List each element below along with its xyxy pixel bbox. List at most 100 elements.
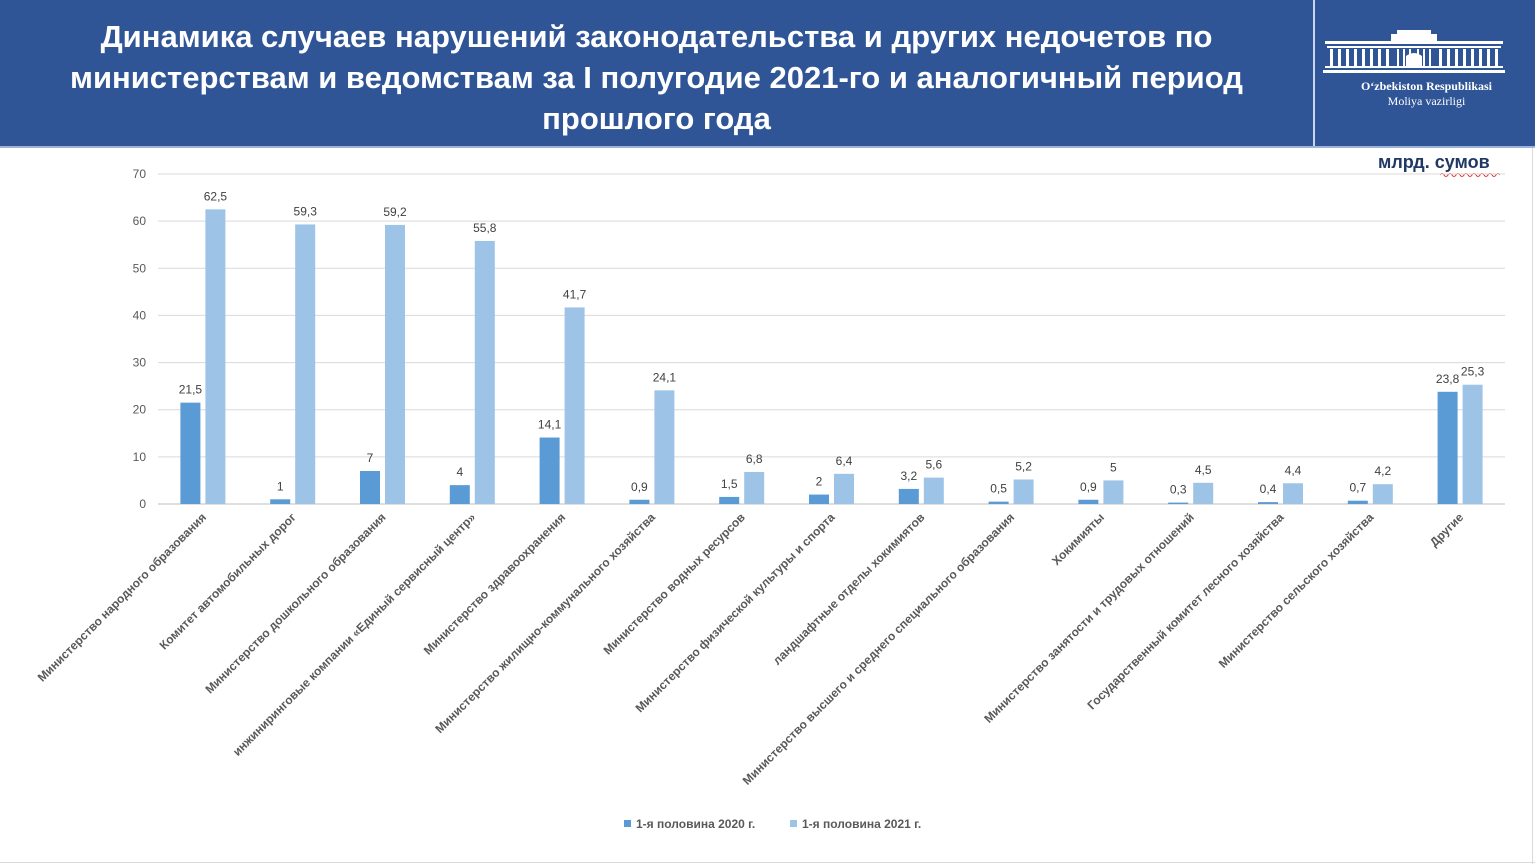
page-title: Динамика случаев нарушений законодательс… [70, 19, 1243, 136]
legend-label: 1-я половина 2021 г. [802, 817, 921, 831]
bar [809, 494, 829, 504]
bar [923, 477, 944, 504]
data-label: 2 [816, 475, 823, 489]
data-label: 0,7 [1349, 481, 1366, 495]
frame-border-bottom [0, 862, 1535, 863]
bar [1103, 480, 1124, 504]
bar [898, 488, 919, 504]
bar [834, 473, 854, 504]
bar [564, 307, 585, 504]
legend-swatch [790, 820, 797, 827]
data-label: 55,8 [473, 221, 497, 235]
data-label: 1,5 [721, 477, 738, 491]
y-axis-ticks: 0 10 20 30 40 50 60 70 [133, 167, 147, 511]
x-tick-label: Хокимияты [1049, 510, 1107, 568]
bar [1193, 482, 1214, 504]
bar [719, 496, 740, 504]
x-tick-label: Министерство водных ресурсов [601, 510, 748, 657]
header-bottom-border [0, 146, 1535, 148]
data-label: 5 [1110, 460, 1117, 474]
data-label: 23,8 [1436, 372, 1460, 386]
bar [629, 499, 650, 504]
data-label: 0,9 [631, 480, 648, 494]
data-label: 5,6 [925, 458, 942, 472]
data-label: 0,5 [990, 482, 1007, 496]
data-label: 21,5 [179, 383, 203, 397]
bar [1347, 500, 1368, 504]
bar [1283, 483, 1303, 504]
bar [449, 485, 470, 504]
bar [1372, 484, 1393, 504]
logo-text-ministry: Moliya vazirligi [1387, 94, 1466, 108]
bar [539, 437, 560, 504]
y-tick-label: 70 [133, 167, 147, 181]
data-label: 14,1 [538, 418, 562, 432]
bar [1168, 502, 1189, 504]
bar [474, 240, 495, 504]
bar [1258, 502, 1278, 504]
data-label: 0,4 [1260, 482, 1277, 496]
x-tick-label: Министерство занятости и трудовых отноше… [981, 510, 1196, 725]
bars [180, 209, 1483, 504]
header-banner: Динамика случаев нарушений законодательс… [0, 0, 1535, 146]
bar [205, 209, 226, 504]
data-label: 0,9 [1080, 480, 1097, 494]
logo-text-country: O‘zbekiston Respublikasi [1360, 79, 1493, 93]
bar [1078, 499, 1099, 504]
bar [270, 499, 291, 504]
bar [654, 390, 675, 504]
legend-swatch [624, 820, 631, 827]
gridlines [158, 173, 1505, 505]
x-tick-label: ландшафтные отделы хокимиятов [770, 510, 927, 667]
building-icon [1323, 30, 1505, 73]
x-tick-label: Министерство народного образования [35, 510, 209, 684]
data-label: 5,2 [1015, 459, 1032, 473]
data-label: 4,4 [1285, 463, 1302, 477]
data-label: 3,2 [900, 469, 917, 483]
y-tick-label: 0 [139, 497, 146, 511]
legend: 1-я половина 2020 г. 1-я половина 2021 г. [624, 817, 921, 831]
x-tick-label: Министерство дошкольного образования [202, 510, 388, 696]
bar [1437, 391, 1458, 504]
y-tick-label: 40 [133, 308, 147, 322]
y-tick-label: 50 [133, 261, 147, 275]
data-label: 25,3 [1461, 365, 1485, 379]
data-label: 4,5 [1195, 463, 1212, 477]
data-label: 4,2 [1374, 464, 1391, 478]
bar [744, 471, 765, 504]
bar [360, 471, 380, 504]
data-label: 62,5 [204, 189, 228, 203]
data-label: 4 [456, 465, 463, 479]
header-divider [1313, 0, 1315, 146]
y-tick-label: 60 [133, 214, 147, 228]
ministry-logo: O‘zbekiston Respublikasi Moliya vazirlig… [1318, 30, 1535, 120]
data-label: 41,7 [563, 287, 587, 301]
bar [988, 501, 1009, 504]
bar [1013, 479, 1034, 504]
legend-label: 1-я половина 2020 г. [636, 817, 755, 831]
y-tick-label: 20 [133, 403, 147, 417]
data-label: 7 [367, 451, 374, 465]
y-tick-label: 10 [133, 450, 147, 464]
x-tick-label: Другие [1427, 510, 1466, 549]
data-label: 59,3 [294, 204, 318, 218]
data-label: 6,8 [746, 452, 763, 466]
unit-label: млрд. сумов [1378, 152, 1490, 172]
bar [1462, 384, 1483, 504]
x-tick-label: Министерство физической культуры и спорт… [633, 510, 838, 715]
data-label: 6,4 [836, 454, 853, 468]
frame-border-right [1532, 148, 1533, 864]
bar [385, 224, 405, 504]
data-label: 1 [277, 479, 284, 493]
bar [295, 224, 316, 504]
bar-labels: 21,5 62,5 1 59,3 7 59,2 4 55,8 14,1 41,7 0,9 24,1 1,… [179, 189, 1485, 496]
x-tick-label: Министерство здравоохранения [421, 510, 568, 657]
data-label: 24,1 [653, 370, 677, 384]
x-tick-label: Министерство сельского хозяйства [1216, 510, 1377, 671]
data-label: 59,2 [383, 205, 407, 219]
x-tick-label: Государственный комитет лесного хозяйств… [1084, 510, 1286, 712]
bar [180, 402, 201, 504]
x-axis-labels: Министерство народного образованияКомите… [35, 510, 1467, 788]
y-tick-label: 30 [133, 356, 147, 370]
